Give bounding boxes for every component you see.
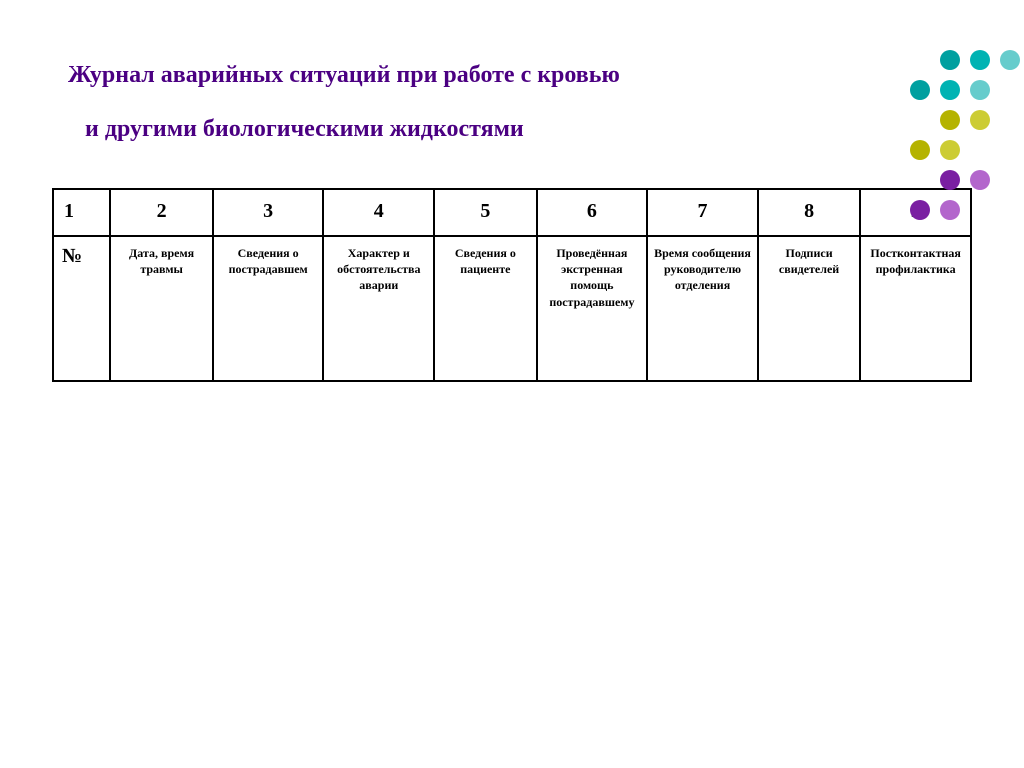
dot-icon (1000, 50, 1020, 70)
dot-icon (940, 200, 960, 220)
col-number-5: 5 (434, 189, 536, 236)
slide-title-line2: и другими биологическими жидкостями (85, 116, 524, 143)
dot-icon (910, 140, 930, 160)
col-header-7: Время сообщения руководителю отделения (647, 236, 758, 381)
dot-icon (940, 110, 960, 130)
col-number-3: 3 (213, 189, 324, 236)
table-number-row: 123456789 (53, 189, 971, 236)
dot-icon (910, 80, 930, 100)
dot-icon (970, 170, 990, 190)
col-header-2: Дата, время травмы (110, 236, 212, 381)
dot-icon (970, 110, 990, 130)
col-header-6: Проведённая экстренная помощь пострадавш… (537, 236, 648, 381)
log-table-container: 123456789 №Дата, время травмыСведения о … (52, 188, 972, 382)
slide-title-line1: Журнал аварийных ситуаций при работе с к… (68, 62, 620, 89)
log-table: 123456789 №Дата, время травмыСведения о … (52, 188, 972, 382)
col-number-1: 1 (53, 189, 110, 236)
col-header-3: Сведения о пострадавшем (213, 236, 324, 381)
decorative-dots (904, 50, 1024, 224)
col-number-8: 8 (758, 189, 860, 236)
col-header-9: Постконтактная профилактика (860, 236, 971, 381)
table-header-row: №Дата, время травмыСведения о пострадавш… (53, 236, 971, 381)
col-number-2: 2 (110, 189, 212, 236)
col-number-6: 6 (537, 189, 648, 236)
dot-icon (970, 80, 990, 100)
dot-icon (970, 50, 990, 70)
col-header-4: Характер и обстоятельства аварии (323, 236, 434, 381)
dot-icon (940, 80, 960, 100)
col-header-5: Сведения о пациенте (434, 236, 536, 381)
dot-icon (940, 50, 960, 70)
dot-icon (910, 200, 930, 220)
col-number-7: 7 (647, 189, 758, 236)
col-header-8: Подписи свидетелей (758, 236, 860, 381)
col-header-1: № (53, 236, 110, 381)
dot-icon (940, 140, 960, 160)
col-number-4: 4 (323, 189, 434, 236)
dot-icon (940, 170, 960, 190)
